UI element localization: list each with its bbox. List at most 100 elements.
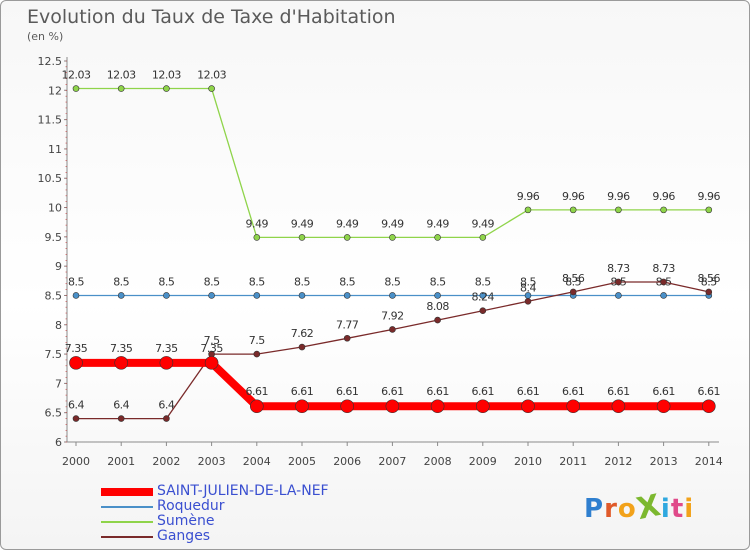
data-label: 8.56 (698, 272, 721, 285)
data-label: 8.73 (652, 262, 675, 275)
logo-letter: P (584, 494, 605, 524)
data-label: 8.5 (565, 275, 581, 288)
data-point (705, 288, 713, 296)
data-point (615, 278, 622, 286)
data-label: 8.5 (68, 275, 84, 288)
data-label: 7.92 (381, 309, 404, 322)
data-point (163, 85, 170, 92)
data-point (705, 206, 713, 214)
data-label: 8.73 (607, 262, 630, 275)
chart-title: Evolution du Taux de Taxe d'Habitation (27, 6, 396, 28)
legend-swatch (101, 506, 153, 508)
x-tick-label: 2011 (559, 455, 587, 468)
data-label: 9.49 (381, 217, 404, 230)
data-point (701, 399, 716, 414)
data-label: 7.35 (200, 342, 223, 355)
x-tick-label: 2010 (514, 455, 542, 468)
data-point (524, 206, 532, 214)
data-label: 9.96 (607, 190, 630, 203)
data-point (163, 292, 170, 299)
data-point (117, 292, 125, 299)
data-point (434, 316, 441, 324)
data-label: 9.49 (472, 217, 495, 230)
y-tick-label: 6 (55, 436, 62, 449)
data-point (479, 234, 487, 241)
y-tick-label: 10 (48, 202, 62, 215)
data-label: 8.5 (430, 275, 446, 288)
data-point (569, 288, 577, 296)
data-point (298, 234, 306, 241)
y-tick-label: 9.5 (45, 231, 63, 244)
y-tick-label: 11 (48, 143, 62, 156)
data-label: 8.5 (204, 275, 220, 288)
data-point (524, 298, 532, 305)
x-tick-label: 2007 (378, 455, 406, 468)
legend-swatch (101, 521, 153, 523)
y-tick-label: 7.5 (45, 348, 63, 361)
data-label: 8.5 (158, 275, 174, 288)
data-label: 6.61 (246, 385, 269, 398)
logo-letter: X (633, 487, 665, 528)
data-point (566, 399, 581, 414)
data-label: 6.61 (336, 385, 359, 398)
x-tick-label: 2009 (469, 455, 497, 468)
data-point (204, 356, 219, 370)
data-label: 9.96 (652, 190, 675, 203)
data-point (389, 292, 396, 299)
data-label: 8.5 (249, 275, 265, 288)
data-point (343, 292, 351, 299)
data-label: 9.49 (336, 217, 359, 230)
data-label: 12.03 (197, 69, 226, 82)
x-tick-label: 2006 (333, 455, 361, 468)
data-point (389, 326, 396, 333)
y-tick-label: 10.5 (38, 172, 63, 185)
x-tick-label: 2013 (650, 455, 678, 468)
data-point (611, 399, 626, 414)
legend-swatch (101, 488, 153, 496)
x-tick-label: 2004 (243, 455, 271, 468)
proxiti-logo: ProXiti (584, 487, 695, 528)
data-point (343, 234, 351, 241)
data-point (72, 415, 80, 422)
data-label: 7.5 (249, 334, 265, 347)
legend-label: SAINT-JULIEN-DE-LA-NEF (157, 483, 329, 499)
data-point (389, 234, 396, 241)
data-label: 6.61 (291, 385, 314, 398)
logo-letter: o (617, 494, 637, 524)
data-point (385, 399, 400, 414)
data-point (298, 292, 306, 299)
data-label: 7.35 (110, 342, 133, 355)
logo-letter: i (684, 494, 695, 524)
x-tick-label: 2012 (604, 455, 632, 468)
data-label: 7.35 (155, 342, 178, 355)
data-label: 8.5 (520, 275, 536, 288)
data-label: 8.5 (339, 275, 355, 288)
data-label: 9.49 (246, 217, 269, 230)
data-point (208, 292, 215, 299)
data-point (114, 356, 128, 370)
legend-label: Roquedur (157, 498, 225, 514)
y-tick-label: 6.5 (45, 407, 63, 420)
x-tick-label: 2003 (198, 455, 226, 468)
data-point (660, 206, 667, 214)
data-label: 6.61 (426, 385, 449, 398)
data-label: 6.61 (381, 385, 404, 398)
data-label: 6.4 (68, 399, 84, 412)
data-label: 6.61 (562, 385, 585, 398)
data-point (660, 292, 667, 299)
data-point (72, 292, 80, 299)
y-tick-label: 8.5 (45, 289, 63, 302)
legend-swatch (101, 536, 153, 538)
x-tick-label: 2005 (288, 455, 316, 468)
data-point (475, 399, 490, 414)
data-point (615, 206, 622, 214)
data-label: 6.61 (698, 385, 721, 398)
logo-letter: i (660, 494, 671, 524)
data-label: 7.35 (65, 342, 88, 355)
data-label: 6.61 (607, 385, 630, 398)
data-point (656, 399, 671, 414)
data-point (479, 292, 487, 299)
data-point (250, 399, 264, 414)
